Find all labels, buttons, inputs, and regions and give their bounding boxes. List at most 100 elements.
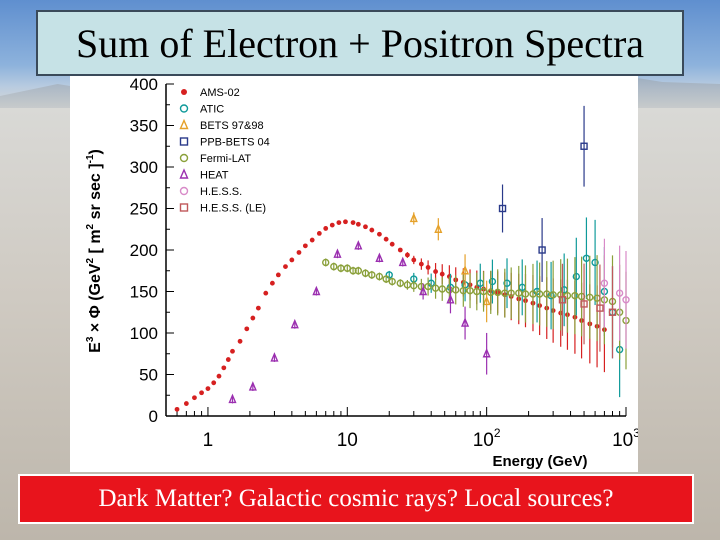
fermi-lat-point bbox=[382, 275, 390, 283]
ams-02-point bbox=[237, 338, 243, 344]
ppb-bets-04-point bbox=[538, 246, 546, 254]
legend-marker bbox=[179, 203, 189, 212]
ams-02-point bbox=[244, 326, 250, 332]
legend-label: Fermi-LAT bbox=[200, 153, 251, 165]
bets-97-98-point bbox=[434, 223, 443, 233]
ylabel-part3: [ m bbox=[87, 229, 104, 257]
ams-02-point bbox=[355, 221, 361, 227]
ams-02-point bbox=[205, 386, 211, 392]
ams-02-point bbox=[275, 272, 281, 278]
y-tick-label: 100 bbox=[130, 324, 158, 343]
fermi-lat-point bbox=[330, 262, 338, 271]
legend-marker bbox=[179, 168, 189, 179]
ams-02-point bbox=[211, 380, 217, 386]
ylabel-part4: sr sec ] bbox=[87, 163, 104, 223]
ylabel-part1: E bbox=[87, 342, 104, 353]
heat-point bbox=[419, 285, 428, 296]
ams-02-point bbox=[183, 401, 189, 406]
fermi-lat-point bbox=[322, 258, 330, 267]
x-tick-base: 10 bbox=[473, 430, 494, 451]
ylabel-part2: × Φ (GeV bbox=[87, 263, 104, 336]
legend-marker bbox=[179, 153, 189, 163]
ams-02-point bbox=[192, 395, 197, 401]
y-tick-label: 350 bbox=[130, 117, 158, 136]
fermi-lat-point bbox=[466, 286, 474, 295]
legend-marker bbox=[179, 137, 189, 146]
y-tick-label: 150 bbox=[130, 283, 158, 302]
fermi-lat-point bbox=[410, 281, 418, 290]
ams-02-point bbox=[369, 227, 375, 233]
atic-point bbox=[503, 279, 511, 287]
ams-02-point bbox=[405, 252, 410, 258]
ams-02-point bbox=[199, 390, 204, 396]
plot-panel: 0 50 100 150 200 250 300 350 400 1 10 102 103 AMS-0… bbox=[70, 75, 640, 472]
fermi-lat-point bbox=[571, 291, 579, 300]
atic-point bbox=[572, 272, 581, 281]
ams-02-point bbox=[283, 264, 288, 269]
x-axis-label: Energy (GeV) bbox=[492, 453, 587, 470]
ams-02-point bbox=[269, 280, 275, 286]
ams-02-point bbox=[383, 236, 389, 242]
slide-title: Sum of Electron + Positron Spectra bbox=[75, 20, 645, 66]
fermi-lat-point bbox=[521, 290, 530, 298]
y-tick-label: 200 bbox=[130, 241, 158, 260]
heat-point bbox=[398, 256, 407, 267]
bets-97-98-point bbox=[482, 295, 491, 306]
ams-02-point bbox=[263, 290, 269, 296]
heat-point bbox=[354, 240, 363, 250]
ams-02-point bbox=[302, 243, 308, 249]
y-tick-label: 400 bbox=[130, 76, 158, 94]
ams-02-point bbox=[343, 219, 348, 225]
fermi-lat-point bbox=[417, 282, 426, 291]
y-tick-label: 50 bbox=[139, 366, 158, 385]
fermi-lat-point bbox=[586, 293, 594, 302]
x-tick-label: 102 bbox=[473, 426, 501, 451]
legend: AMS-02 ATIC BETS 97&98 PPB-BETS 04 Fermi-LAT… bbox=[179, 87, 270, 215]
slide-caption: Dark Matter? Galactic cosmic rays? Local… bbox=[98, 485, 614, 512]
y-tick-group: 0 50 100 150 200 250 300 350 400 bbox=[130, 75, 174, 426]
heat-point bbox=[482, 347, 491, 358]
h-e-s-s-le-point bbox=[596, 304, 604, 312]
heat-point bbox=[290, 318, 299, 329]
fermi-lat-point bbox=[557, 291, 565, 299]
fermi-lat-point bbox=[479, 287, 488, 296]
fermi-lat-point bbox=[354, 267, 363, 275]
ppb-bets-04-point bbox=[580, 142, 588, 150]
h-e-s-s-le-point bbox=[558, 296, 567, 304]
ams-02-point bbox=[433, 269, 438, 274]
heat-point bbox=[333, 248, 342, 258]
y-tick-label: 0 bbox=[149, 407, 158, 426]
bets-97-98-point bbox=[461, 264, 470, 275]
ams-02-point bbox=[216, 373, 222, 379]
fermi-lat-point bbox=[459, 286, 468, 295]
ppb-bets-04-point bbox=[498, 204, 507, 213]
fermi-lat-point bbox=[535, 290, 544, 298]
legend-label: H.E.S.S. (LE) bbox=[200, 203, 266, 215]
fermi-lat-point bbox=[431, 284, 440, 292]
ams-02-point bbox=[389, 241, 395, 247]
ams-02-point bbox=[221, 365, 227, 371]
legend-label: BETS 97&98 bbox=[200, 120, 264, 132]
ams-02-point bbox=[309, 237, 315, 243]
bets-97-98-point bbox=[409, 212, 418, 223]
fermi-lat-point bbox=[368, 271, 376, 279]
ylabel-part5: ) bbox=[87, 149, 104, 154]
fermi-lat-point bbox=[515, 289, 523, 297]
ams-02-point bbox=[425, 265, 431, 270]
x-tick-base: 1 bbox=[203, 430, 214, 451]
ams-02-point bbox=[316, 231, 322, 236]
data-points-group bbox=[174, 105, 630, 412]
ylabel-sup2: 2 bbox=[85, 257, 96, 263]
y-axis-label: E3 × Φ (GeV2 [ m2 sr sec ]-1) bbox=[85, 149, 104, 353]
legend-label: AMS-02 bbox=[200, 87, 240, 99]
legend-marker bbox=[179, 186, 189, 196]
ams-02-point bbox=[411, 257, 417, 263]
x-tick-exponent: 2 bbox=[494, 426, 501, 440]
y-tick-label: 250 bbox=[130, 200, 158, 219]
caption-box: Dark Matter? Galactic cosmic rays? Local… bbox=[18, 474, 694, 524]
fermi-lat-point bbox=[396, 279, 404, 287]
fermi-lat-point bbox=[361, 269, 370, 277]
ams-02-point bbox=[439, 271, 445, 277]
h-e-s-s-point bbox=[600, 279, 609, 287]
